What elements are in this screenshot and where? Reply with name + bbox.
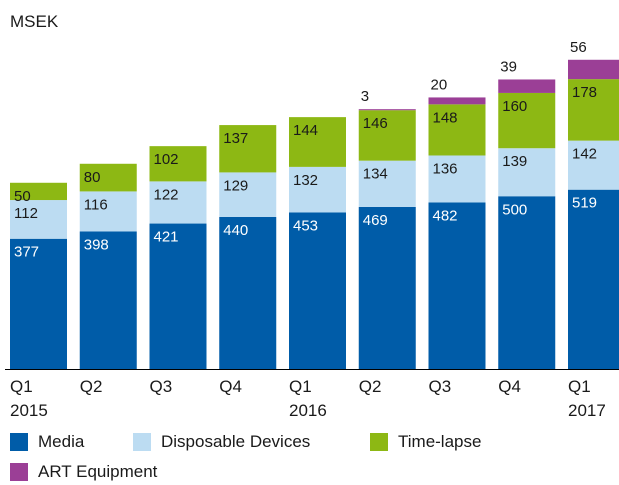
bar-time-lapse-8 (498, 92, 556, 149)
x-tick-quarter-1: Q1 (10, 377, 33, 396)
bar-media-8 (498, 196, 556, 369)
bar-time-lapse-5 (289, 117, 346, 167)
legend-label-disposable-devices: Disposable Devices (161, 432, 311, 451)
x-tick-quarter-6: Q2 (359, 377, 382, 396)
data-label-media-7: 482 (433, 207, 458, 224)
bar-media-1 (10, 238, 67, 369)
x-tick-quarter-9: Q1 (568, 377, 591, 396)
data-label-media-8: 500 (502, 201, 527, 218)
x-tick-quarter-8: Q4 (498, 377, 521, 396)
data-label-media-6: 469 (363, 212, 388, 229)
data-label-disposable-devices-3: 122 (154, 186, 179, 203)
bar-media-9 (568, 189, 619, 369)
data-label-art-equipment-8: 39 (500, 58, 517, 75)
data-label-media-3: 421 (154, 229, 179, 246)
data-label-time-lapse-8: 160 (502, 98, 527, 115)
bar-disposable-devices-3 (149, 181, 207, 224)
data-label-disposable-devices-2: 116 (84, 196, 108, 213)
data-label-time-lapse-1: 50 (14, 188, 31, 205)
bar-disposable-devices-5 (289, 166, 346, 213)
bar-media-5 (289, 212, 346, 369)
bar-art-equipment-6 (358, 109, 416, 111)
unit-label: MSEK (10, 12, 59, 31)
x-tick-year-1: 2015 (10, 401, 48, 420)
x-tick-quarter-7: Q3 (429, 377, 452, 396)
data-label-art-equipment-6: 3 (361, 88, 369, 105)
x-tick-quarter-4: Q4 (219, 377, 242, 396)
x-tick-quarter-5: Q1 (289, 377, 312, 396)
bar-time-lapse-9 (568, 79, 619, 141)
bar-disposable-devices-8 (498, 148, 556, 197)
bar-time-lapse-4 (219, 125, 277, 173)
data-label-media-1: 377 (14, 244, 39, 261)
data-label-time-lapse-6: 146 (363, 115, 388, 132)
data-label-media-2: 398 (84, 236, 109, 253)
data-label-art-equipment-7: 20 (431, 76, 448, 93)
bar-time-lapse-6 (358, 110, 416, 161)
data-label-time-lapse-3: 102 (154, 151, 179, 168)
bar-disposable-devices-7 (428, 155, 486, 203)
legend-item-time-lapse: Time-lapse (370, 432, 481, 452)
bar-media-7 (428, 202, 486, 369)
bar-time-lapse-3 (149, 146, 207, 182)
x-tick-quarter-2: Q2 (80, 377, 103, 396)
x-tick-year-5: 2016 (289, 401, 327, 420)
x-tick-year-9: 2017 (568, 401, 606, 420)
bar-time-lapse-1 (10, 182, 67, 201)
bar-disposable-devices-6 (358, 160, 416, 207)
bar-art-equipment-8 (498, 79, 556, 93)
legend-item-disposable-devices: Disposable Devices (133, 432, 310, 452)
legend-label-art-equipment: ART Equipment (38, 462, 158, 481)
legend-swatch-time-lapse (370, 433, 388, 451)
data-label-time-lapse-2: 80 (84, 169, 101, 186)
bar-disposable-devices-9 (568, 140, 619, 190)
legend-item-media: Media (10, 432, 84, 452)
legend-swatch-art-equipment (10, 463, 28, 481)
data-label-disposable-devices-8: 139 (502, 153, 527, 170)
bar-disposable-devices-1 (10, 200, 67, 239)
bar-disposable-devices-2 (79, 191, 137, 232)
legend-item-art-equipment: ART Equipment (10, 462, 157, 482)
legend-label-media: Media (38, 432, 85, 451)
bar-time-lapse-2 (79, 163, 137, 192)
data-label-art-equipment-9: 56 (570, 39, 587, 56)
data-label-time-lapse-4: 137 (223, 130, 248, 147)
bar-art-equipment-9 (568, 59, 619, 80)
bar-time-lapse-7 (428, 104, 486, 156)
data-label-time-lapse-9: 178 (572, 84, 597, 101)
data-label-media-5: 453 (293, 217, 318, 234)
data-label-media-4: 440 (223, 222, 248, 239)
bar-media-2 (79, 231, 137, 369)
data-label-time-lapse-5: 144 (293, 122, 318, 139)
bar-media-4 (219, 216, 277, 369)
data-label-disposable-devices-6: 134 (363, 166, 388, 183)
bar-media-6 (358, 206, 416, 369)
data-label-disposable-devices-4: 129 (223, 177, 248, 194)
data-label-time-lapse-7: 148 (433, 109, 458, 126)
legend-swatch-disposable-devices (133, 433, 151, 451)
data-label-disposable-devices-1: 112 (14, 205, 38, 222)
bar-art-equipment-7 (428, 97, 486, 105)
legend-swatch-media (10, 433, 28, 451)
data-label-disposable-devices-7: 136 (433, 160, 458, 177)
data-label-disposable-devices-9: 142 (572, 146, 597, 163)
data-label-media-9: 519 (572, 195, 597, 212)
data-label-disposable-devices-5: 132 (293, 172, 318, 189)
x-tick-quarter-3: Q3 (150, 377, 173, 396)
bar-disposable-devices-4 (219, 172, 277, 217)
bar-media-3 (149, 223, 207, 369)
legend-label-time-lapse: Time-lapse (398, 432, 482, 451)
